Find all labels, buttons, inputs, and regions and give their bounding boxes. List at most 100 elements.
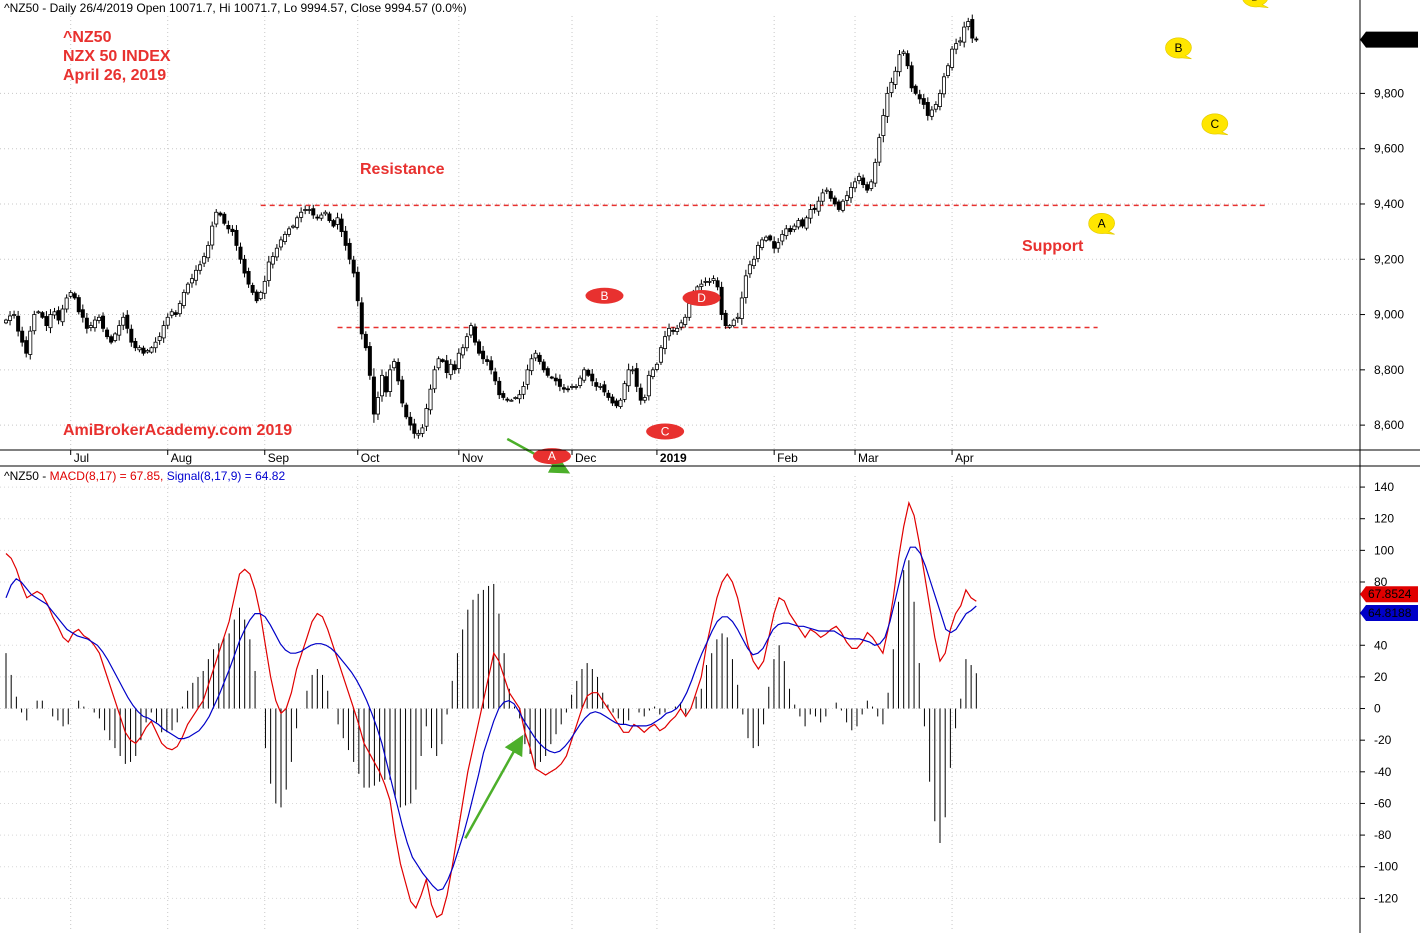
candle-body [590, 373, 595, 382]
candle-body [796, 220, 801, 228]
candle-body [456, 352, 461, 369]
candle-body [683, 316, 688, 325]
candle [169, 308, 174, 319]
candle-body [828, 190, 833, 199]
candle [537, 352, 542, 365]
candle [788, 225, 793, 235]
candle [857, 172, 862, 185]
candle [610, 394, 615, 406]
candle [327, 211, 332, 223]
candle [375, 391, 380, 420]
candle-body [363, 333, 368, 349]
candle [185, 282, 190, 295]
candle [230, 225, 235, 236]
candle [848, 182, 853, 203]
candle-body [792, 225, 797, 230]
candle [194, 265, 199, 286]
candle [824, 187, 829, 195]
candle-body [198, 264, 203, 271]
candle [12, 310, 17, 319]
candle [246, 267, 251, 288]
support-label: Support [1022, 238, 1084, 255]
candle-body [638, 387, 643, 401]
candle-body [812, 207, 817, 210]
candle [638, 383, 643, 405]
marker-label: B [600, 289, 608, 303]
candle [768, 234, 773, 242]
candle [262, 275, 267, 300]
candle [642, 394, 647, 404]
candle [24, 336, 29, 358]
candle-body [844, 195, 849, 201]
candle-body [602, 384, 607, 393]
candle-body [853, 181, 858, 189]
candle-body [222, 213, 227, 224]
candle-body [477, 341, 482, 354]
candle [497, 377, 502, 399]
candle-body [481, 350, 486, 360]
candle-body [404, 404, 409, 418]
candle [792, 223, 797, 233]
candle-body [88, 325, 93, 328]
candle [929, 106, 934, 121]
candle [541, 359, 546, 373]
marker-yellow-c: C [1201, 113, 1229, 136]
candle-body [610, 396, 615, 404]
candle [711, 275, 716, 284]
candle-body [606, 392, 611, 398]
candle [889, 77, 894, 98]
candle-body [962, 26, 967, 43]
candle-body [343, 230, 348, 246]
candle-body [299, 211, 304, 218]
candle [210, 221, 215, 250]
candle-body [525, 369, 530, 385]
candle [477, 339, 482, 356]
candle-body [274, 247, 279, 258]
candle-body [974, 38, 979, 41]
candle-body [788, 228, 793, 233]
candle [946, 63, 951, 79]
candle [32, 310, 37, 335]
candle [626, 363, 631, 392]
candle [804, 215, 809, 231]
candle [501, 390, 506, 401]
candle-body [950, 48, 955, 68]
candle-body [533, 352, 538, 359]
candle [832, 195, 837, 207]
marker-label: C [661, 424, 670, 438]
candle-body [505, 398, 510, 401]
candle-body [727, 325, 732, 328]
candle [177, 300, 182, 317]
candle [622, 380, 627, 403]
candle-body [295, 217, 300, 228]
watermark-label: AmiBrokerAcademy.com 2019 [63, 422, 293, 439]
candle-body [594, 382, 599, 387]
candle [545, 366, 550, 378]
candle [4, 318, 9, 325]
candle [436, 356, 441, 371]
month-tick-label: Oct [361, 451, 380, 465]
candle-body [72, 293, 77, 299]
candle [909, 61, 914, 92]
candle [618, 398, 623, 409]
price-tick-label: 9,200 [1374, 252, 1404, 266]
candle-body [185, 283, 190, 294]
candle-body [626, 369, 631, 387]
candle-body [335, 217, 340, 225]
candle [238, 242, 243, 264]
candle-body [848, 186, 853, 199]
marker-label: A [1098, 216, 1106, 230]
candle [667, 323, 672, 341]
signal-line [5, 546, 977, 892]
candle [614, 398, 619, 409]
macd-tick-label: 40 [1374, 638, 1388, 652]
candle-body [719, 286, 724, 315]
candle [481, 345, 486, 365]
candle [565, 385, 570, 393]
month-tick-label: Jul [74, 451, 89, 465]
marker-shape [1242, 0, 1269, 8]
candle [198, 260, 203, 275]
candle [408, 411, 413, 431]
candle-body [121, 316, 126, 326]
candle-body [96, 316, 101, 321]
